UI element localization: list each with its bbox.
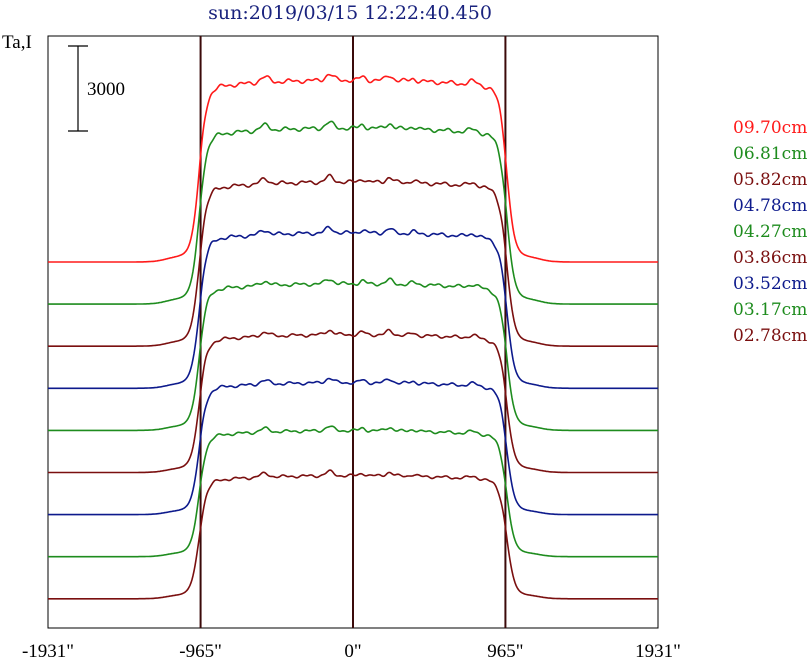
chart-title: sun:2019/03/15 12:22:40.450	[208, 2, 492, 24]
series-lines	[48, 73, 658, 600]
legend-item-04.27cm: 04.27cm	[733, 222, 807, 242]
series-line-06.81cm	[48, 120, 658, 305]
x-tick-labels: -1931" -965" 0" 965" 1931"	[22, 641, 681, 662]
series-line-02.78cm	[48, 469, 658, 600]
legend-item-02.78cm: 02.78cm	[733, 326, 807, 346]
scale-bar: 3000	[68, 45, 125, 132]
scale-bar-label: 3000	[87, 79, 125, 100]
x-tick-label-0: -1931"	[22, 641, 74, 662]
legend-item-06.81cm: 06.81cm	[733, 144, 807, 164]
series-line-04.27cm	[48, 277, 658, 432]
legend-item-03.17cm: 03.17cm	[733, 300, 807, 320]
legend-item-04.78cm: 04.78cm	[733, 196, 807, 216]
series-line-04.78cm	[48, 225, 658, 390]
legend-item-03.86cm: 03.86cm	[733, 248, 807, 268]
series-line-09.70cm	[48, 73, 658, 263]
legend-item-05.82cm: 05.82cm	[733, 170, 807, 190]
series-line-05.82cm	[48, 173, 658, 347]
series-line-03.86cm	[48, 328, 658, 474]
legend-item-03.52cm: 03.52cm	[733, 274, 807, 294]
x-tick-label-1: -965"	[179, 641, 222, 662]
legend-item-09.70cm: 09.70cm	[733, 118, 807, 138]
series-line-03.17cm	[48, 425, 658, 558]
limb-markers	[199, 36, 507, 628]
series-line-03.52cm	[48, 377, 658, 516]
x-tick-label-4: 1931"	[635, 641, 681, 662]
y-axis-label: Ta,I	[2, 32, 32, 53]
x-tick-label-3: 965"	[487, 641, 523, 662]
x-tick-label-2: 0"	[344, 641, 361, 662]
